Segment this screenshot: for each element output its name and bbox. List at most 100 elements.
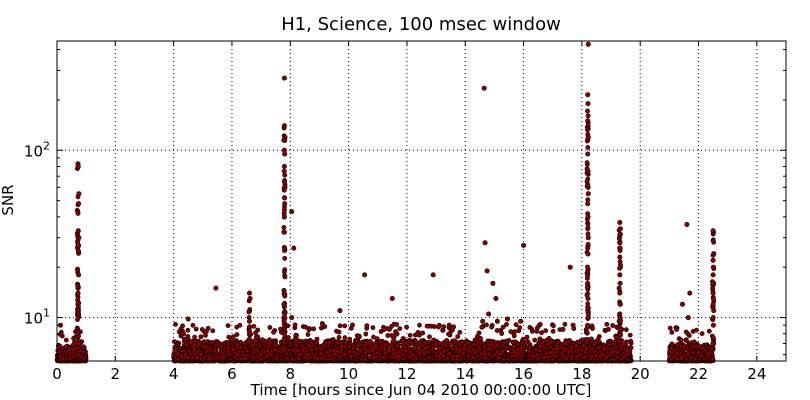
noise-point [327, 352, 333, 358]
noise-point [394, 343, 400, 349]
noise-point [550, 328, 556, 334]
noise-point [185, 334, 191, 339]
noise-point [400, 336, 406, 341]
cluster-point [75, 284, 81, 289]
noise-point [203, 328, 209, 334]
noise-point [335, 340, 341, 346]
noise-point [336, 329, 342, 335]
noise-point [508, 329, 514, 334]
noise-point [444, 338, 450, 343]
noise-point [513, 349, 518, 355]
noise-point [185, 327, 191, 333]
noise-point [292, 322, 298, 328]
noise-point [692, 339, 697, 345]
noise-point [669, 329, 675, 335]
noise-point [455, 334, 461, 339]
noise-point [573, 343, 579, 349]
noise-point [511, 333, 517, 339]
noise-point [494, 328, 500, 333]
noise-point [551, 346, 557, 352]
noise-point [547, 350, 553, 356]
noise-point [471, 342, 477, 348]
noise-point [584, 346, 589, 352]
noise-point [225, 345, 231, 351]
noise-point [706, 328, 712, 334]
noise-point [346, 349, 352, 355]
noise-point [471, 347, 476, 353]
noise-point [551, 323, 556, 329]
noise-point [63, 337, 69, 343]
noise-point [531, 353, 537, 359]
noise-point [545, 342, 551, 347]
noise-point [511, 344, 516, 349]
noise-point [251, 349, 257, 355]
noise-point [535, 356, 541, 362]
noise-point [336, 334, 342, 340]
noise-point [225, 341, 231, 347]
noise-point [267, 337, 272, 343]
noise-point [518, 345, 524, 351]
noise-point [306, 327, 312, 333]
noise-point [501, 340, 507, 346]
noise-point [692, 356, 698, 362]
noise-point [699, 331, 705, 336]
chart-title: H1, Science, 100 msec window [281, 14, 561, 35]
noise-point [535, 325, 540, 331]
noise-point [57, 343, 63, 349]
noise-point [234, 324, 240, 330]
noise-point [335, 349, 341, 354]
noise-point [357, 347, 363, 353]
noise-point [581, 354, 587, 360]
noise-point [396, 349, 402, 355]
noise-point [595, 336, 601, 342]
noise-point [568, 345, 574, 350]
noise-point [520, 336, 526, 342]
noise-point [412, 338, 418, 343]
noise-point [554, 340, 560, 346]
noise-point [604, 354, 610, 360]
noise-point [181, 331, 187, 337]
noise-point [192, 334, 197, 340]
noise-point [355, 343, 361, 349]
noise-point [628, 345, 634, 351]
noise-point [614, 349, 620, 355]
noise-point [297, 338, 303, 344]
noise-point [245, 348, 250, 354]
noise-point [575, 339, 581, 345]
noise-point [500, 348, 505, 354]
noise-point [230, 334, 236, 340]
noise-point [537, 336, 543, 342]
noise-point [320, 342, 326, 348]
noise-point [708, 346, 714, 352]
noise-point [546, 354, 551, 360]
noise-point [562, 340, 568, 346]
noise-point [675, 342, 680, 348]
noise-point [602, 327, 608, 333]
noise-point [456, 348, 462, 354]
noise-point [446, 350, 452, 356]
noise-point [555, 345, 561, 351]
noise-point [343, 340, 349, 346]
noise-point [255, 327, 261, 333]
noise-point [227, 351, 232, 357]
grid [57, 41, 786, 361]
noise-point [550, 357, 556, 363]
noise-point [295, 348, 301, 353]
noise-point [539, 330, 544, 336]
noise-point [561, 345, 566, 351]
noise-point [192, 347, 198, 353]
noise-point [184, 342, 190, 348]
noise-point [171, 339, 177, 344]
noise-point [476, 344, 482, 350]
noise-point [431, 337, 437, 343]
noise-point [450, 357, 456, 363]
noise-point [604, 321, 610, 327]
noise-point [567, 338, 572, 344]
noise-point [330, 337, 336, 342]
noise-point [466, 353, 472, 359]
noise-point [678, 356, 684, 361]
noise-point [392, 354, 398, 360]
noise-point [272, 347, 277, 352]
noise-point [278, 326, 283, 332]
